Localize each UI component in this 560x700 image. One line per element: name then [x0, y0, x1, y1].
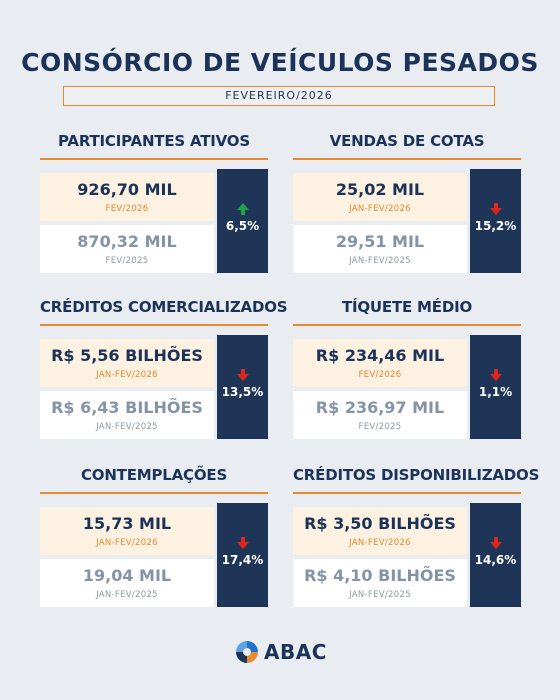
current-value-box: R$ 3,50 BILHÕES JAN-FEV/2026 [293, 507, 467, 555]
arrow-down-icon [236, 535, 250, 549]
current-value: R$ 3,50 BILHÕES [304, 514, 456, 533]
previous-period: JAN-FEV/2025 [96, 590, 158, 600]
previous-value: R$ 4,10 BILHÕES [304, 566, 456, 585]
change-box: 6,5% [217, 169, 268, 273]
title-underline [293, 492, 521, 494]
previous-value: 29,51 MIL [335, 232, 425, 251]
change-percent: 1,1% [478, 385, 513, 399]
abac-logo-text: ABAC [264, 640, 327, 664]
change-percent: 17,4% [221, 553, 264, 567]
card-title: CRÉDITOS DISPONIBILIZADOS [293, 466, 540, 484]
current-period: JAN-FEV/2026 [349, 538, 411, 548]
card-title: TÍQUETE MÉDIO [341, 298, 473, 316]
previous-value-box: 19,04 MIL JAN-FEV/2025 [40, 559, 214, 607]
current-period: JAN-FEV/2026 [349, 204, 411, 214]
title-underline [40, 492, 268, 494]
abac-logo-icon [234, 639, 260, 665]
footer-logo: ABAC [0, 636, 560, 670]
page-title: CONSÓRCIO DE VEÍCULOS PESADOS [21, 48, 539, 77]
current-value-box: 15,73 MIL JAN-FEV/2026 [40, 507, 214, 555]
current-period: JAN-FEV/2026 [96, 370, 158, 380]
previous-value-box: R$ 6,43 BILHÕES JAN-FEV/2025 [40, 391, 214, 439]
previous-value: R$ 6,43 BILHÕES [51, 398, 203, 417]
previous-value: R$ 236,97 MIL [315, 398, 445, 417]
title-underline [40, 324, 268, 326]
arrow-down-icon [489, 201, 503, 215]
previous-value: 870,32 MIL [77, 232, 177, 251]
current-value-box: R$ 234,46 MIL FEV/2026 [293, 339, 467, 387]
previous-value-box: 29,51 MIL JAN-FEV/2025 [293, 225, 467, 273]
previous-value: 19,04 MIL [82, 566, 172, 585]
current-value: R$ 234,46 MIL [315, 346, 445, 365]
arrow-up-icon [236, 201, 250, 215]
current-value: 25,02 MIL [335, 180, 425, 199]
previous-period: FEV/2025 [358, 422, 402, 432]
current-period: JAN-FEV/2026 [96, 538, 158, 548]
previous-value-box: 870,32 MIL FEV/2025 [40, 225, 214, 273]
arrow-down-icon [489, 367, 503, 381]
previous-value-box: R$ 4,10 BILHÕES JAN-FEV/2025 [293, 559, 467, 607]
title-underline [40, 158, 268, 160]
change-box: 17,4% [217, 503, 268, 607]
change-percent: 14,6% [474, 553, 517, 567]
change-box: 14,6% [470, 503, 521, 607]
change-box: 13,5% [217, 335, 268, 439]
period-label: FEVEREIRO/2026 [63, 86, 495, 106]
card-title: CRÉDITOS COMERCIALIZADOS [40, 298, 288, 316]
card-title: CONTEMPLAÇÕES [80, 466, 228, 484]
change-box: 1,1% [470, 335, 521, 439]
change-percent: 13,5% [221, 385, 264, 399]
change-percent: 6,5% [225, 219, 260, 233]
current-value: R$ 5,56 BILHÕES [51, 346, 203, 365]
previous-period: JAN-FEV/2025 [96, 422, 158, 432]
current-value: 926,70 MIL [77, 180, 177, 199]
current-value: 15,73 MIL [82, 514, 172, 533]
title-underline [293, 158, 521, 160]
arrow-down-icon [489, 535, 503, 549]
change-percent: 15,2% [474, 219, 517, 233]
current-value-box: 926,70 MIL FEV/2026 [40, 173, 214, 221]
current-value-box: R$ 5,56 BILHÕES JAN-FEV/2026 [40, 339, 214, 387]
current-value-box: 25,02 MIL JAN-FEV/2026 [293, 173, 467, 221]
previous-period: JAN-FEV/2025 [349, 256, 411, 266]
current-period: FEV/2026 [105, 204, 149, 214]
card-title: PARTICIPANTES ATIVOS [58, 132, 250, 150]
previous-period: JAN-FEV/2025 [349, 590, 411, 600]
arrow-down-icon [236, 367, 250, 381]
change-box: 15,2% [470, 169, 521, 273]
current-period: FEV/2026 [358, 370, 402, 380]
title-underline [293, 324, 521, 326]
previous-value-box: R$ 236,97 MIL FEV/2025 [293, 391, 467, 439]
card-title: VENDAS DE COTAS [329, 132, 485, 150]
previous-period: FEV/2025 [105, 256, 149, 266]
